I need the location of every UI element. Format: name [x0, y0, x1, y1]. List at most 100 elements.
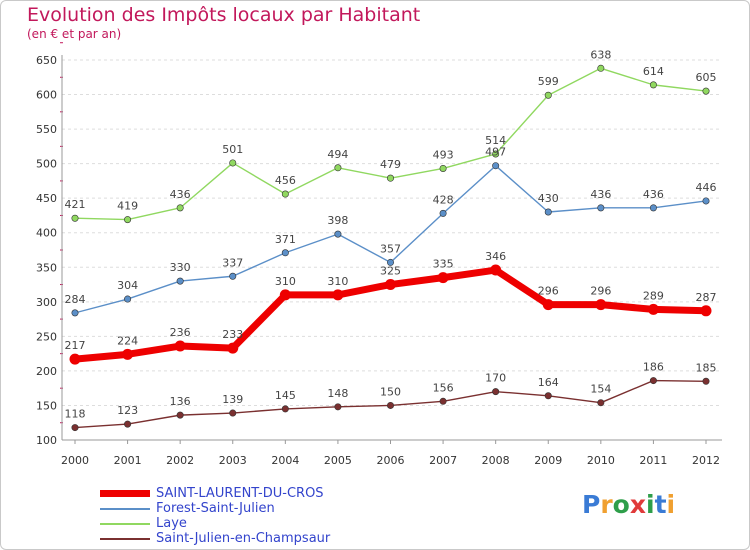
data-label: 310: [327, 275, 348, 288]
legend-swatch: [100, 490, 150, 497]
data-label: 325: [380, 265, 401, 278]
data-label: 330: [170, 261, 191, 274]
data-point: [597, 64, 605, 72]
chart-subtitle: (en € et par an): [27, 27, 122, 41]
data-point: [332, 289, 344, 301]
data-point: [279, 289, 291, 301]
data-point: [490, 264, 502, 276]
legend-label: Laye: [156, 516, 187, 531]
data-point: [71, 214, 79, 222]
data-point: [386, 258, 394, 266]
data-label: 118: [65, 408, 86, 421]
data-label: 346: [485, 250, 506, 263]
data-point: [229, 272, 237, 280]
data-label: 185: [696, 361, 717, 374]
x-tick-label: 2006: [377, 454, 405, 467]
data-label: 479: [380, 158, 401, 171]
data-label: 186: [643, 361, 664, 374]
data-point: [492, 150, 500, 158]
y-tick-label: 150: [36, 399, 57, 412]
x-tick-label: 2010: [587, 454, 615, 467]
legend-item: SAINT-LAURENT-DU-CROS: [100, 486, 330, 501]
data-point: [386, 401, 394, 409]
x-tick-label: 2002: [166, 454, 194, 467]
data-label: 289: [643, 289, 664, 302]
data-label: 154: [590, 383, 611, 396]
data-point: [229, 159, 237, 167]
data-label: 436: [170, 188, 191, 201]
data-label: 136: [170, 395, 191, 408]
data-point: [702, 377, 710, 385]
data-point: [492, 162, 500, 170]
data-label: 156: [433, 381, 454, 394]
data-point: [229, 409, 237, 417]
data-point: [124, 420, 132, 428]
data-label: 284: [65, 293, 86, 306]
data-point: [281, 249, 289, 257]
legend-item: Forest-Saint-Julien: [100, 501, 330, 516]
data-point: [544, 208, 552, 216]
data-label: 514: [485, 134, 506, 147]
data-label: 436: [590, 188, 611, 201]
y-tick-label: 350: [36, 261, 57, 274]
y-tick-label: 500: [36, 158, 57, 171]
data-point: [439, 209, 447, 217]
data-point: [174, 340, 186, 352]
data-label: 296: [590, 285, 611, 298]
logo-letter: P: [582, 490, 601, 519]
data-label: 430: [538, 192, 559, 205]
data-point: [702, 87, 710, 95]
data-label: 638: [590, 48, 611, 61]
legend-swatch: [100, 522, 150, 525]
data-label: 371: [275, 233, 296, 246]
data-label: 614: [643, 65, 664, 78]
x-tick-label: 2012: [692, 454, 720, 467]
data-point: [542, 299, 554, 311]
x-tick-label: 2003: [219, 454, 247, 467]
data-label: 501: [222, 143, 243, 156]
data-point: [281, 405, 289, 413]
y-tick-label: 300: [36, 296, 57, 309]
legend-label: Saint-Julien-en-Champsaur: [156, 531, 331, 546]
data-point: [700, 305, 712, 317]
y-tick-label: 650: [36, 54, 57, 67]
data-label: 446: [696, 181, 717, 194]
data-point: [544, 91, 552, 99]
data-label: 304: [117, 279, 138, 292]
legend-swatch: [100, 537, 150, 540]
data-point: [595, 299, 607, 311]
x-tick-label: 2000: [61, 454, 89, 467]
data-label: 398: [327, 214, 348, 227]
data-point: [439, 397, 447, 405]
data-label: 310: [275, 275, 296, 288]
data-point: [334, 230, 342, 238]
proxiti-logo: Proxiti: [582, 490, 675, 519]
x-tick-label: 2011: [639, 454, 667, 467]
data-point: [597, 399, 605, 407]
data-label: 164: [538, 376, 559, 389]
data-label: 236: [170, 326, 191, 339]
data-point: [124, 216, 132, 224]
data-label: 224: [117, 334, 138, 347]
data-label: 419: [117, 200, 138, 213]
data-point: [437, 272, 449, 284]
x-tick-label: 2004: [271, 454, 299, 467]
data-point: [124, 295, 132, 303]
data-label: 233: [222, 328, 243, 341]
data-point: [176, 204, 184, 212]
y-tick-label: 400: [36, 227, 57, 240]
data-point: [649, 81, 657, 89]
data-point: [649, 204, 657, 212]
legend-swatch: [100, 507, 150, 510]
data-label: 170: [485, 372, 506, 385]
data-label: 421: [65, 198, 86, 211]
chart-title: Evolution des Impôts locaux par Habitant: [27, 4, 421, 26]
data-label: 436: [643, 188, 664, 201]
data-point: [647, 303, 659, 315]
logo-letter: i: [666, 490, 676, 519]
x-tick-label: 2009: [534, 454, 562, 467]
data-point: [176, 411, 184, 419]
y-tick-label: 450: [36, 192, 57, 205]
data-point: [649, 377, 657, 385]
